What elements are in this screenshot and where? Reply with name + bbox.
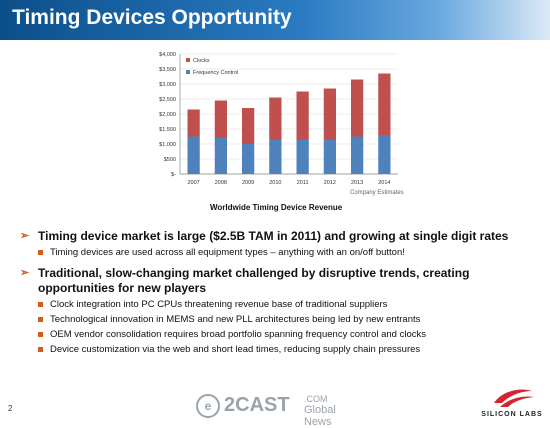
x-tick-label: 2009 (242, 180, 254, 186)
bullet-sub: Timing devices are used across all equip… (18, 247, 538, 259)
logo-text: SILICON LABS (481, 411, 543, 418)
bullet-main: ➢ Timing device market is large ($2.5B T… (18, 229, 538, 244)
bar-frequency-control (241, 144, 255, 174)
x-tick-label: 2014 (378, 180, 390, 186)
y-tick-label: $4,000 (159, 52, 176, 58)
page-number: 2 (8, 404, 13, 413)
x-tick-label: 2012 (324, 180, 336, 186)
y-tick-label: $2,000 (159, 112, 176, 118)
bar-frequency-control (378, 135, 391, 174)
y-tick-label: $2,500 (159, 97, 176, 103)
bullet-sub: Device customization via the web and sho… (18, 344, 538, 356)
bar-clocks (378, 73, 391, 135)
legend-swatch (186, 58, 190, 62)
y-tick-label: $3,500 (159, 67, 176, 73)
bullet-sub-text: Clock integration into PC CPUs threateni… (50, 299, 388, 310)
bar-clocks (241, 108, 255, 144)
company-logo: SILICON LABS (480, 385, 544, 423)
bar-clocks (214, 100, 228, 138)
bullet-list: ➢ Timing device market is large ($2.5B T… (18, 229, 538, 359)
chart-container: $- $500 $1,000 $1,500 $2,000 $2,500 $3,000 $3,5… (140, 46, 410, 216)
arrow-bullet-icon: ➢ (20, 267, 30, 279)
watermark: e 2CAST .COM Global News (196, 394, 366, 428)
legend-swatch (186, 70, 190, 74)
bar-frequency-control (214, 138, 228, 174)
x-tick-label: 2008 (215, 180, 227, 186)
bullet-sub: Clock integration into PC CPUs threateni… (18, 299, 538, 311)
bar-clocks (296, 91, 309, 140)
bar-clocks (269, 97, 282, 140)
bullet-sub: Technological innovation in MEMS and new… (18, 314, 538, 326)
watermark-main: 2CAST (224, 394, 290, 416)
bar-frequency-control (323, 139, 337, 174)
chart-legend: Clocks Frequency Control (186, 58, 238, 76)
bullet-sub: OEM vendor consolidation requires broad … (18, 329, 538, 341)
legend-label: Frequency Control (193, 70, 238, 76)
bar-frequency-control (350, 136, 364, 174)
x-tick-label: 2007 (188, 180, 200, 186)
x-tick-label: 2010 (269, 180, 281, 186)
bar-frequency-control (187, 136, 200, 174)
y-tick-label: $500 (164, 157, 176, 163)
bullet-sub-text: Device customization via the web and sho… (50, 344, 421, 355)
bar-frequency-control (296, 139, 309, 174)
watermark-com: .COM (304, 394, 328, 404)
y-tick-label: $3,000 (159, 82, 176, 88)
watermark-symbol: e (196, 394, 220, 418)
slide-title: Timing Devices Opportunity (12, 6, 292, 29)
revenue-chart: $- $500 $1,000 $1,500 $2,000 $2,500 $3,000 $3,5… (159, 52, 398, 186)
bullet-text: Traditional, slow-changing market challe… (38, 266, 470, 295)
bullet-sub-text: Timing devices are used across all equip… (50, 247, 405, 258)
y-tick-label: $- (171, 172, 176, 178)
bar-clocks (187, 109, 200, 137)
arrow-bullet-icon: ➢ (20, 230, 30, 242)
y-tick-label: $1,500 (159, 127, 176, 133)
x-tick-label: 2011 (297, 180, 309, 186)
chart-caption: Worldwide Timing Device Revenue (210, 203, 343, 212)
title-bar: Timing Devices Opportunity (0, 0, 550, 40)
x-tick-label: 2013 (351, 180, 363, 186)
watermark-news: Global News (304, 404, 336, 428)
bullet-sub-text: OEM vendor consolidation requires broad … (50, 329, 426, 340)
bar-frequency-control (269, 139, 282, 174)
square-bullet-icon (38, 317, 43, 322)
chart-footnote: Company Estimates (350, 190, 404, 196)
bullet-text: Timing device market is large ($2.5B TAM… (38, 229, 509, 243)
bar-clocks (350, 79, 364, 137)
square-bullet-icon (38, 347, 43, 352)
square-bullet-icon (38, 250, 43, 255)
square-bullet-icon (38, 302, 43, 307)
bullet-sub-text: Technological innovation in MEMS and new… (50, 314, 421, 325)
bar-clocks (323, 88, 337, 140)
y-tick-label: $1,000 (159, 142, 176, 148)
chart-bars (187, 73, 391, 174)
square-bullet-icon (38, 332, 43, 337)
legend-label: Clocks (193, 58, 210, 64)
silicon-labs-logo-icon (494, 389, 534, 407)
bullet-main: ➢ Traditional, slow-changing market chal… (18, 266, 538, 296)
